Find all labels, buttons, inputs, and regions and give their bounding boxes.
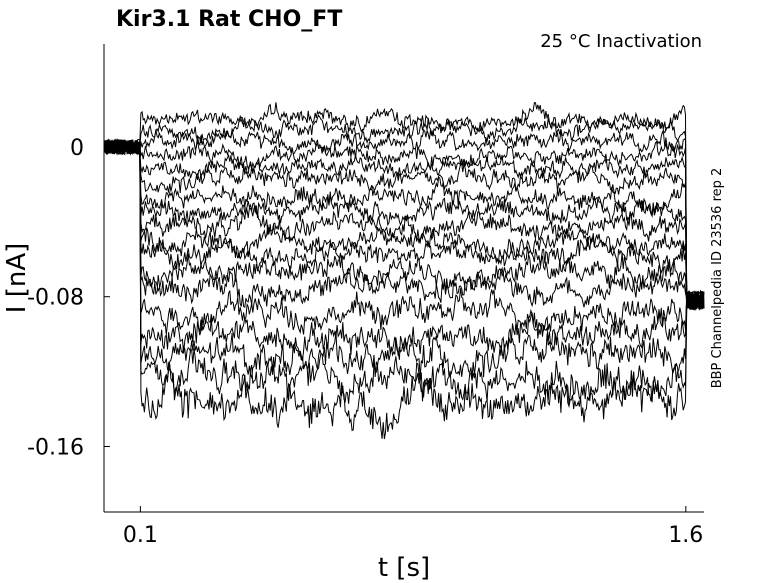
x-ticks: 0.1 1.6 (123, 506, 703, 548)
sweep-trace (103, 139, 705, 440)
sweep-trace (103, 141, 705, 335)
current-traces (103, 101, 705, 440)
source-id-label: BBP Channelpedia ID 23536 rep 2 (710, 168, 725, 389)
sweep-trace (103, 139, 705, 311)
y-tick-label: -0.08 (27, 286, 84, 311)
sweep-trace (103, 139, 705, 405)
sweep-trace (103, 139, 705, 310)
sweep-trace (103, 139, 705, 310)
sweep-trace (103, 138, 705, 311)
y-ticks: 0 -0.08 -0.16 (27, 136, 110, 460)
sweep-trace (103, 138, 705, 310)
x-tick-label: 1.6 (668, 523, 703, 548)
sweep-trace (103, 139, 705, 362)
sweep-trace (103, 139, 705, 386)
sweep-trace (103, 114, 705, 310)
y-axis-label: I [nA] (2, 243, 32, 313)
sweep-trace (103, 138, 705, 311)
chart-subtitle: 25 °C Inactivation (540, 31, 702, 52)
sweep-trace (103, 128, 705, 309)
y-tick-label: 0 (70, 136, 84, 161)
chart-title: Kir3.1 Rat CHO_FT (116, 7, 342, 32)
x-tick-label: 0.1 (123, 523, 158, 548)
x-axis-label: t [s] (378, 553, 430, 583)
sweep-trace (103, 138, 705, 309)
y-tick-label: -0.16 (27, 435, 84, 460)
sweep-trace (103, 140, 705, 311)
sweep-trace (103, 138, 705, 309)
